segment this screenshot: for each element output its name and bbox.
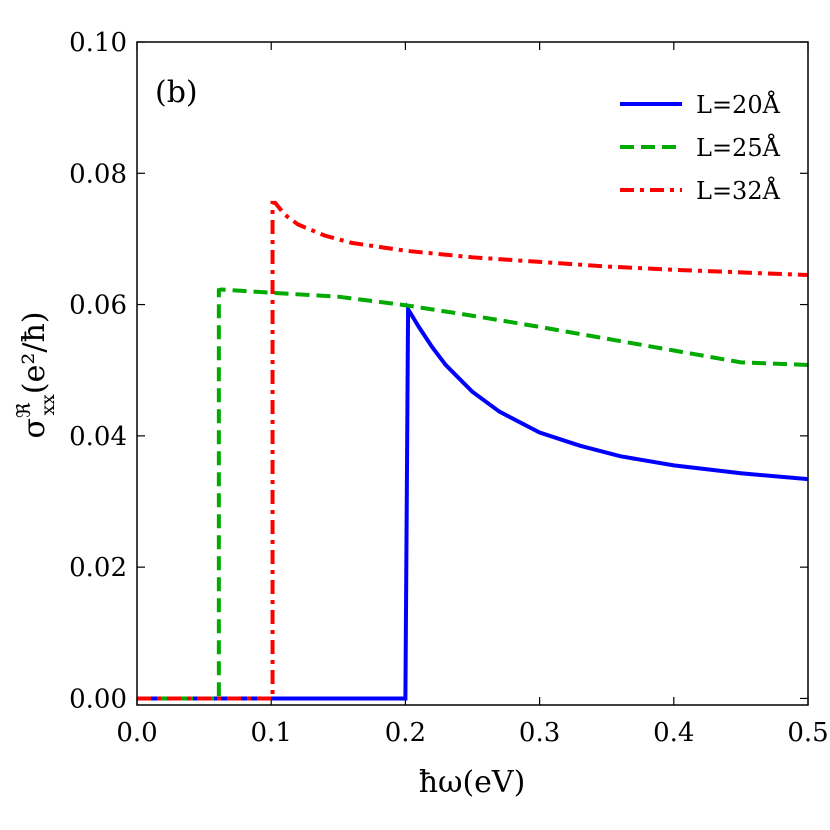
legend-label-1: L=20Å: [696, 90, 781, 119]
y-tick-label: 0.06: [69, 291, 127, 321]
y-tick-label: 0.10: [69, 28, 127, 58]
y-tick-label: 0.00: [69, 684, 127, 714]
plot-frame: [136, 41, 809, 706]
y-label-sup: ℜ: [13, 402, 35, 418]
x-tick-label: 0.4: [653, 718, 694, 748]
x-tick-label: 0.1: [251, 718, 292, 748]
legend-label-2: L=25Å: [696, 133, 781, 162]
y-axis: 0.00 0.02 0.04 0.06 0.08 0.10: [69, 28, 808, 714]
x-tick-label: 0.2: [385, 718, 426, 748]
y-label-sigma: σ: [17, 418, 52, 438]
legend-label-3: L=32Å: [696, 176, 781, 205]
panel-label: (b): [155, 75, 198, 110]
x-tick-label: 0.3: [519, 718, 560, 748]
y-tick-label: 0.04: [69, 422, 127, 452]
x-tick-label: 0.5: [787, 718, 828, 748]
y-axis-label: σℜ xx(e²/ħ): [13, 311, 59, 438]
x-tick-label: 0.0: [116, 718, 157, 748]
series-line-1: [137, 302, 808, 701]
series-line-3: [137, 200, 808, 701]
y-label-sub: xx: [37, 394, 59, 416]
x-axis-label: ħω(eV): [419, 765, 526, 800]
legend: L=20Å L=25Å L=32Å: [620, 90, 781, 205]
series-line-2: [137, 287, 808, 701]
y-tick-label: 0.08: [69, 159, 127, 189]
x-axis: 0.0 0.1 0.2 0.3 0.4 0.5: [116, 42, 829, 748]
series-layer: [137, 200, 808, 701]
y-tick-label: 0.02: [69, 553, 127, 583]
y-label-unit: (e²/ħ): [17, 311, 52, 394]
